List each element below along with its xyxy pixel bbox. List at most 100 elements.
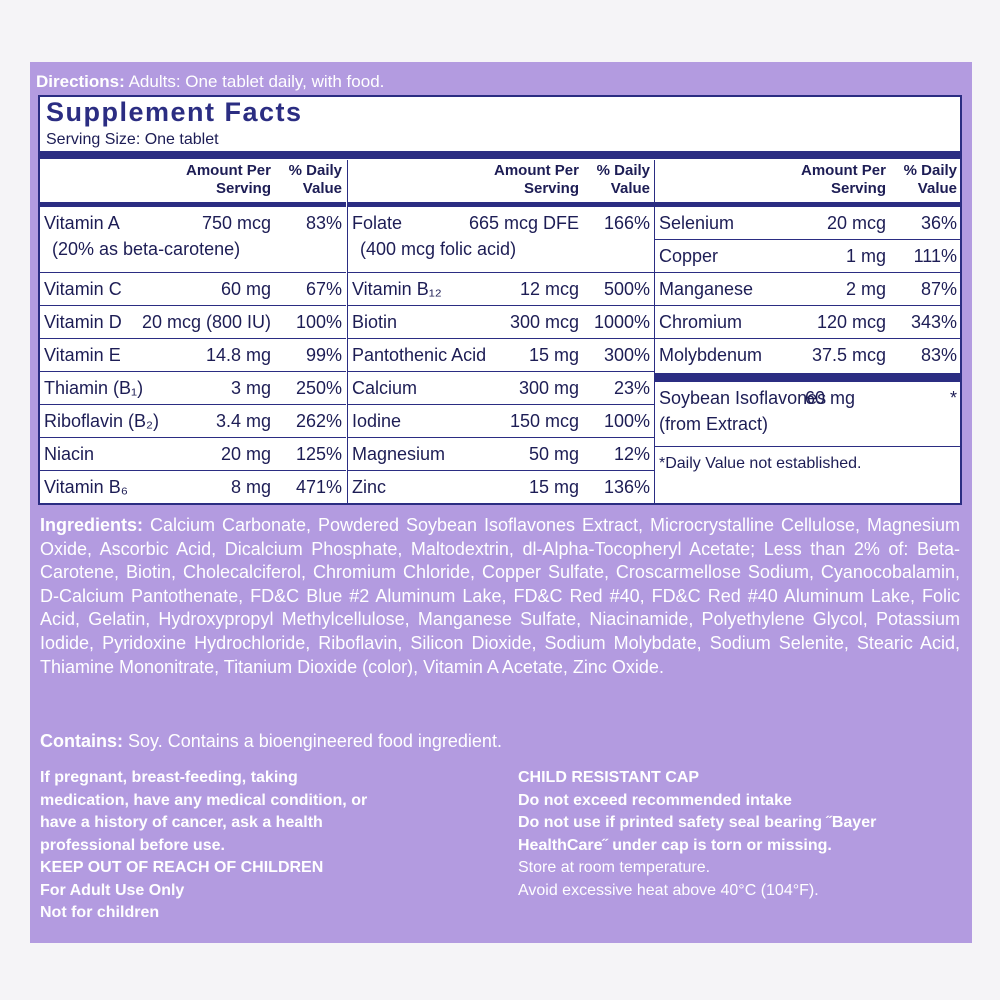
supplement-facts: Supplement Facts Serving Size: One table…: [38, 95, 962, 505]
serving-size: Serving Size: One tablet: [46, 131, 219, 148]
facts-column: Amount Per Serving % Daily Value Folate 665…: [347, 160, 654, 503]
daily-value: 100%: [603, 411, 650, 431]
nutrient-amount: 665 mcg DFE: [468, 213, 579, 233]
amount-header: Amount Per Serving: [185, 162, 271, 197]
nutrient-row: Vitamin B₆ 8 mg 471%: [40, 470, 346, 503]
nutrient-name: Pantothenic Acid: [352, 345, 487, 365]
nutrient-amount: 15 mg: [528, 345, 579, 365]
daily-value: 99%: [305, 345, 342, 365]
nutrient-note: (20% as beta-carotene): [52, 239, 241, 259]
nutrient-name: Vitamin D: [44, 312, 122, 332]
daily-value: 125%: [295, 444, 342, 464]
daily-value: 100%: [295, 312, 342, 332]
nutrient-name: Vitamin E: [44, 345, 121, 365]
warning-line: KEEP OUT OF REACH OF CHILDREN: [40, 859, 324, 876]
thick-bar: [348, 202, 654, 206]
nutrient-amount: 60 mg: [805, 388, 856, 408]
column-header: Amount Per Serving % Daily Value: [655, 160, 961, 202]
warning-line: Not for children: [40, 904, 160, 921]
warning-line: If pregnant, breast-feeding, taking medi…: [40, 769, 368, 854]
daily-value: 250%: [295, 378, 342, 398]
directions-label: Directions:: [36, 72, 125, 91]
warning-line: Do not exceed recommended intake: [518, 791, 792, 809]
nutrient-row: Magnesium 50 mg 12%: [348, 437, 654, 470]
nutrient-row: Vitamin C 60 mg 67%: [40, 272, 346, 305]
nutrient-row: Iodine 150 mcg 100%: [348, 404, 654, 437]
nutrient-name: Copper: [659, 246, 719, 266]
warnings-left: If pregnant, breast-feeding, taking medi…: [40, 767, 390, 925]
nutrient-amount: 20 mcg: [826, 213, 886, 233]
facts-column: Amount Per Serving % Daily Value Vitamin A…: [40, 160, 346, 503]
nutrient-name: Vitamin C: [44, 279, 122, 299]
nutrient-row: Vitamin D 20 mcg (800 IU) 100%: [40, 305, 346, 338]
nutrient-row: Pantothenic Acid 15 mg 300%: [348, 338, 654, 371]
thick-bar: [40, 151, 960, 159]
warning-line: For Adult Use Only: [40, 881, 185, 899]
daily-value: 343%: [910, 312, 957, 332]
nutrient-amount: 20 mg: [220, 444, 271, 464]
nutrient-name: Magnesium: [352, 444, 446, 464]
thick-bar: [655, 202, 961, 206]
ingredients-text: Calcium Carbonate, Powdered Soybean Isof…: [40, 515, 960, 677]
storage-line: Store at room temperature.: [518, 859, 711, 876]
nutrient-name: Calcium: [352, 378, 418, 398]
dv-header: % Daily Value: [288, 162, 342, 197]
nutrient-row: Vitamin B₁₂ 12 mcg 500%: [348, 272, 654, 305]
nutrient-name: Chromium: [659, 312, 743, 332]
nutrient-row: Vitamin E 14.8 mg 99%: [40, 338, 346, 371]
nutrient-name: Vitamin A: [44, 213, 120, 233]
daily-value: 83%: [920, 345, 957, 365]
daily-value: 83%: [305, 213, 342, 233]
nutrient-amount: 750 mcg: [201, 213, 271, 233]
label-panel: Directions: Adults: One tablet daily, wi…: [30, 62, 972, 943]
nutrient-amount: 300 mcg: [509, 312, 579, 332]
nutrient-amount: 1 mg: [845, 246, 886, 266]
nutrient-amount: 12 mcg: [519, 279, 579, 299]
contains: Contains: Soy. Contains a bioengineered …: [40, 731, 502, 752]
nutrient-row: Vitamin A 750 mcg 83% (20% as beta-carotene…: [40, 206, 346, 272]
facts-title: Supplement Facts: [46, 97, 303, 127]
dv-header: % Daily Value: [903, 162, 957, 197]
nutrient-note: (400 mcg folic acid): [360, 239, 517, 259]
nutrient-name: Soybean Isoflavones: [659, 388, 827, 408]
facts-column: Amount Per Serving % Daily Value Selenium 2…: [654, 160, 961, 503]
nutrient-amount: 14.8 mg: [205, 345, 271, 365]
daily-value: 136%: [603, 477, 650, 497]
nutrient-amount: 120 mcg: [816, 312, 886, 332]
nutrient-amount: 300 mg: [518, 378, 579, 398]
contains-text: Soy. Contains a bioengineered food ingre…: [128, 731, 502, 751]
contains-label: Contains:: [40, 731, 123, 751]
nutrient-name: Zinc: [352, 477, 387, 497]
nutrient-amount: 20 mcg (800 IU): [141, 312, 271, 332]
nutrient-name: Manganese: [659, 279, 754, 299]
nutrient-amount: 60 mg: [220, 279, 271, 299]
daily-value: 166%: [603, 213, 650, 233]
nutrient-row: Soybean Isoflavones 60 mg * (from Extract): [655, 381, 961, 446]
nutrient-amount: 3.4 mg: [215, 411, 271, 431]
nutrient-name: Molybdenum: [659, 345, 763, 365]
nutrient-row: Folate 665 mcg DFE 166% (400 mcg folic acid…: [348, 206, 654, 272]
daily-value: 262%: [295, 411, 342, 431]
daily-value: 67%: [305, 279, 342, 299]
nutrient-name: Biotin: [352, 312, 398, 332]
nutrient-name: Iodine: [352, 411, 402, 431]
warnings-right: CHILD RESISTANT CAP Do not exceed recomme…: [518, 767, 968, 902]
amount-header: Amount Per Serving: [493, 162, 579, 197]
nutrient-name: Riboflavin (B₂): [44, 411, 160, 431]
daily-value: 471%: [295, 477, 342, 497]
nutrient-row: Biotin 300 mcg 1000%: [348, 305, 654, 338]
nutrient-row: Niacin 20 mg 125%: [40, 437, 346, 470]
nutrient-row: Copper 1 mg 111%: [655, 239, 961, 272]
dv-header: % Daily Value: [596, 162, 650, 197]
nutrient-name: Niacin: [44, 444, 95, 464]
nutrient-amount: 37.5 mcg: [811, 345, 886, 365]
ingredients: Ingredients: Calcium Carbonate, Powdered…: [40, 514, 960, 679]
thick-bar: [655, 373, 961, 381]
nutrient-amount: 8 mg: [230, 477, 271, 497]
amount-header: Amount Per Serving: [800, 162, 886, 197]
nutrient-name: Thiamin (B₁): [44, 378, 144, 398]
nutrient-row: Thiamin (B₁) 3 mg 250%: [40, 371, 346, 404]
daily-value: *: [949, 388, 957, 408]
nutrient-name: Folate: [352, 213, 403, 233]
